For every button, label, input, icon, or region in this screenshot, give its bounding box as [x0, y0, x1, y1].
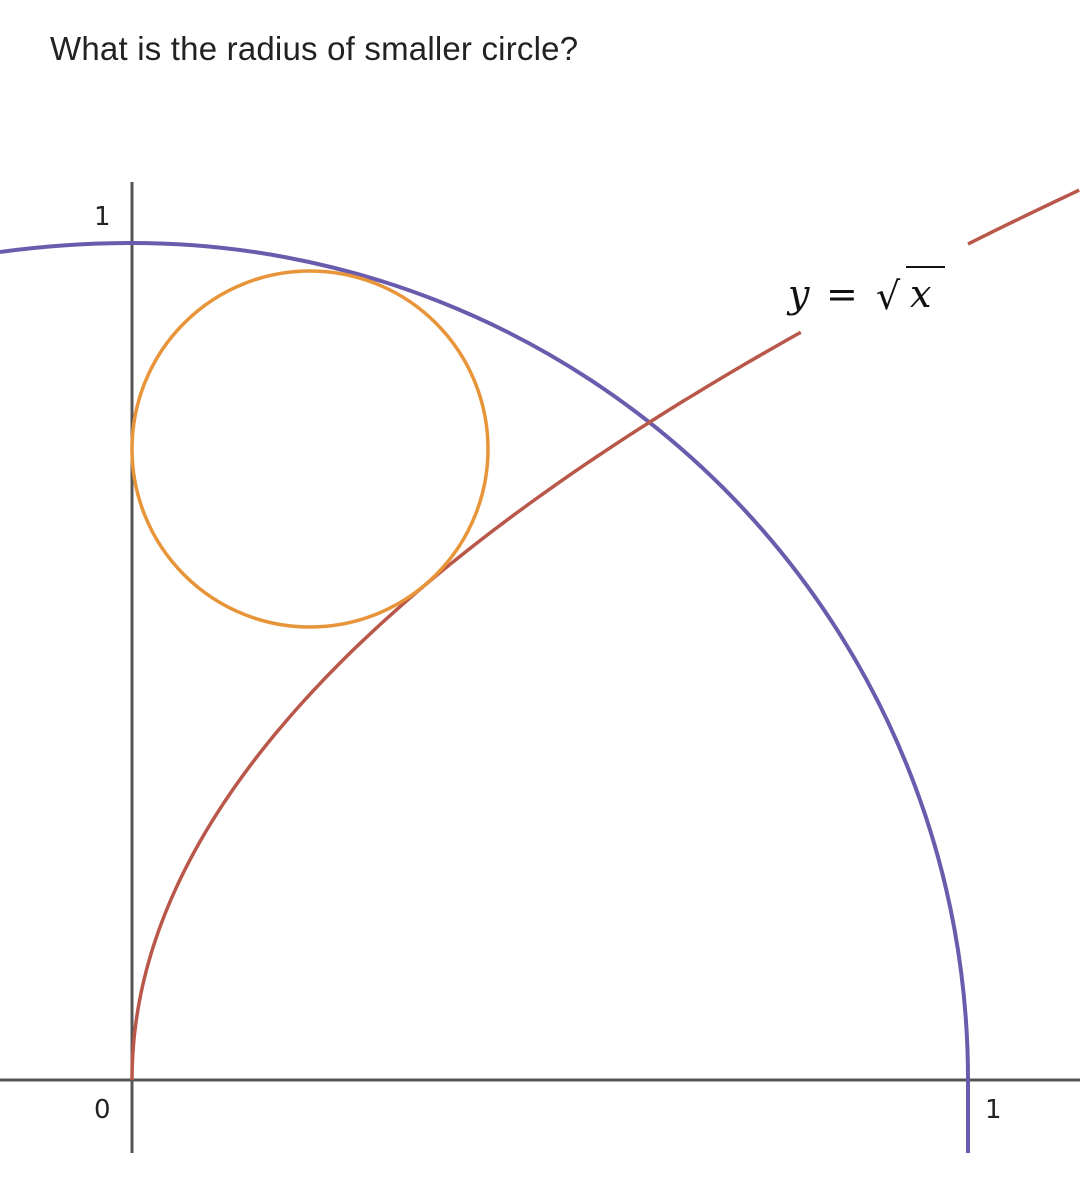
y-tick-label-one: 1	[94, 202, 111, 232]
quarter-circle-arc	[0, 240, 971, 1153]
x-tick-label-one: 1	[985, 1095, 1002, 1125]
curve-label-radical: √	[876, 274, 901, 318]
sqrt-curve	[130, 330, 802, 1081]
curve-label-x: x	[910, 272, 931, 316]
question-text: What is the radius of smaller circle?	[50, 30, 579, 67]
curve-equation-label: y = √ x	[786, 266, 945, 318]
curve-label-equals: =	[826, 272, 858, 316]
curve-label-y: y	[786, 272, 810, 316]
origin-label: 0	[94, 1095, 111, 1125]
sqrt-curve-tail	[967, 188, 1080, 246]
small-circle	[130, 269, 490, 629]
